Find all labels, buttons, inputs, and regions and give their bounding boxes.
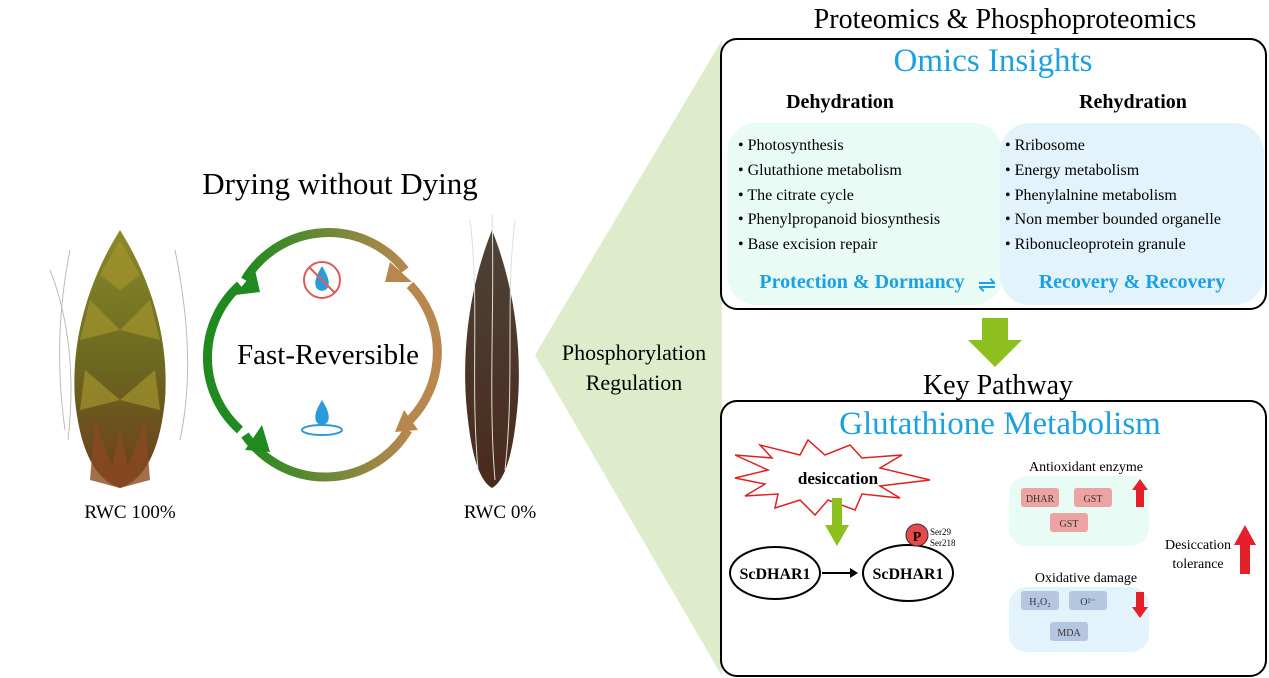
protein-before-label: ScDHAR1 [739,566,810,583]
oxidative-heading: Oxidative damage [1035,571,1137,586]
starburst-icon [734,438,931,517]
outcome-line2: tolerance [1172,557,1223,572]
ros-chip [1050,622,1088,641]
enzyme-label: GST [1060,519,1079,530]
list-item: • The citrate cycle [738,187,854,204]
rehydration-box [1000,123,1264,305]
enzyme-chip [1074,488,1112,507]
dehydration-summary: Protection & Dormancy [759,271,964,293]
exchange-icon: ⇌ [978,272,996,297]
protein-node-phosphorylated [862,544,954,602]
list-item: • Rribosome [1005,137,1085,154]
cycle-label: Fast-Reversible [237,339,419,371]
wedge-background [535,40,722,676]
enzyme-chip [1021,488,1059,507]
no-water-icon [303,261,341,299]
down-arrow-icon [1132,592,1148,618]
list-item: • Glutathione metabolism [738,162,902,179]
omics-title: Omics Insights [894,43,1093,79]
list-item: • Base excision repair [738,236,878,253]
pathway-title: Glutathione Metabolism [839,406,1161,442]
up-arrow-icon [1234,525,1256,574]
arrowhead-icon [395,410,418,432]
list-item: • Phenylalnine metabolism [1005,187,1177,204]
list-item: • Photosynthesis [738,137,844,154]
list-item: • Ribonucleoprotein granule [1005,236,1186,253]
enzyme-label: GST [1084,494,1103,505]
moss-plant-hydrated [49,230,189,488]
protein-node [729,546,821,600]
down-arrow-icon [968,318,1022,367]
arrowhead-icon [245,425,270,452]
ros-chip [1021,591,1059,610]
antioxidant-box [1009,476,1149,546]
omics-header: Proteomics & Phosphoproteomics [814,4,1197,35]
left-title: Drying without Dying [202,166,478,201]
antioxidant-heading: Antioxidant enzyme [1029,460,1143,475]
up-arrow-icon [1132,479,1148,507]
water-drop-icon [301,400,343,436]
site-label: Ser29 [930,527,951,537]
left-plant-label: RWC 100% [84,502,175,523]
phosphorylation-label: Phosphorylation [562,340,706,365]
enzyme-label: DHAR [1026,494,1055,505]
arrowhead-icon [850,568,858,578]
phospho-label: P [913,530,922,545]
down-arrow-icon [825,498,849,546]
site-label: Ser218 [930,538,956,548]
regulation-label: Regulation [586,370,683,395]
arrowhead-icon [385,262,412,282]
moss-plant-dried [465,214,519,488]
pathway-header: Key Pathway [923,370,1073,401]
rehydration-list: • Rribosome • Energy metabolism • Phenyl… [1005,137,1221,253]
rehydration-summary: Recovery & Recovery [1039,271,1226,293]
list-item: • Phenylpropanoid biosynthesis [738,211,940,228]
list-item: • Energy metabolism [1005,162,1140,179]
outcome-line1: Desiccation [1165,538,1231,553]
ros-label: MDA [1057,628,1081,639]
arrowhead-icon [235,270,260,295]
phospho-badge [905,523,929,547]
stress-label: desiccation [798,469,879,488]
dehydration-list: • Photosynthesis • Glutathione metabolis… [738,137,940,253]
dehydration-box [727,123,1003,305]
ros-chip [1069,591,1107,610]
ros-label: H₂O₂ [1029,597,1050,608]
reversible-cycle [202,228,442,482]
right-plant-label: RWC 0% [464,502,536,523]
list-item: • Non member bounded organelle [1005,211,1221,228]
rehydration-heading: Rehydration [1079,91,1187,113]
protein-after-label: ScDHAR1 [872,566,943,583]
ros-label: O²⁻ [1080,597,1096,608]
enzyme-chip [1050,513,1088,532]
dehydration-heading: Dehydration [786,91,894,113]
